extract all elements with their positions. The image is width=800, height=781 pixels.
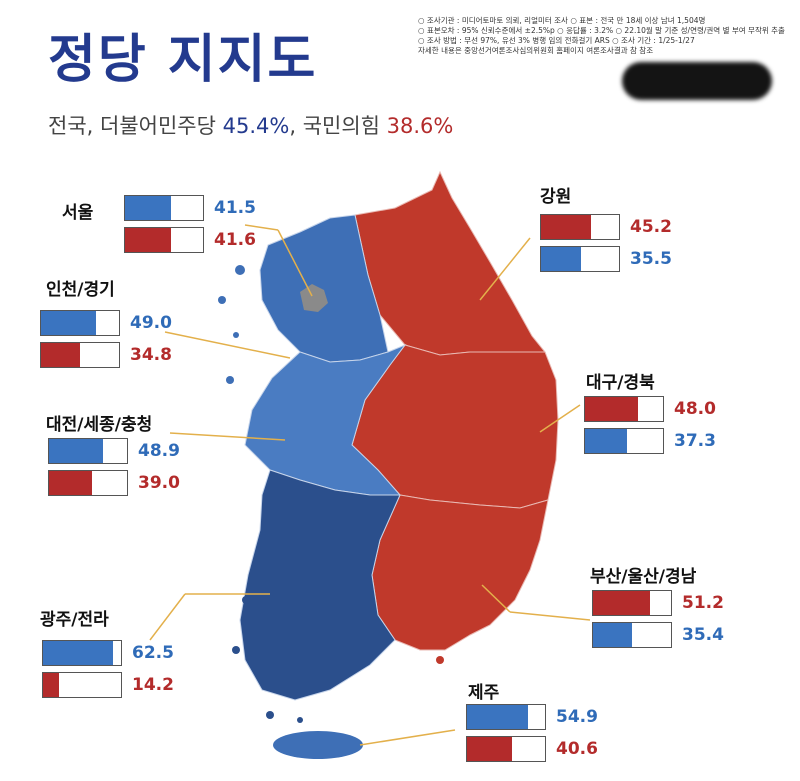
region-label-daegu: 대구/경북 xyxy=(586,373,655,393)
bar-fill-gwangju-blue xyxy=(43,641,113,665)
bar-fill-daegu-red xyxy=(585,397,639,421)
bar-jeju-blue xyxy=(466,704,546,730)
bar-incheon-red xyxy=(40,342,120,368)
bar-busan-blue xyxy=(592,622,672,648)
bar-seoul-red xyxy=(124,227,204,253)
region-label-daejeon: 대전/세종/충청 xyxy=(46,415,153,435)
note-line: ○ 조사 방법 : 무선 97%, 유선 3% 병행 임의 전화걸기 ARS ○… xyxy=(418,36,695,45)
bar-fill-incheon-blue xyxy=(41,311,96,335)
region-label-incheon: 인천/경기 xyxy=(46,280,115,300)
value-label-jeju-red: 40.6 xyxy=(556,739,598,759)
bar-gwangju-blue xyxy=(42,640,122,666)
bar-gwangju-red xyxy=(42,672,122,698)
bar-fill-busan-red xyxy=(593,591,651,615)
value-label-gwangju-red: 14.2 xyxy=(132,675,174,695)
bar-fill-seoul-blue xyxy=(125,196,172,220)
region-label-gangwon: 강원 xyxy=(540,187,572,207)
note-line: ○ 조사기관 : 미디어토마토 의뢰, 리얼미터 조사 ○ 표본 : 전국 만 … xyxy=(418,16,706,25)
value-label-incheon-red: 34.8 xyxy=(130,345,172,365)
redacted-logo xyxy=(622,62,772,100)
value-label-seoul-red: 41.6 xyxy=(214,230,256,250)
page-title: 정당 지지도 xyxy=(48,30,318,90)
party-a-pct: 45.4% xyxy=(222,114,290,138)
value-label-daejeon-blue: 48.9 xyxy=(138,441,180,461)
map-jeolla xyxy=(239,469,401,701)
party-a-name: 더불어민주당 xyxy=(100,114,216,138)
bar-fill-daegu-blue xyxy=(585,429,627,453)
summary-sep: , xyxy=(289,114,303,138)
value-label-incheon-blue: 49.0 xyxy=(130,313,172,333)
bar-incheon-blue xyxy=(40,310,120,336)
summary-prefix: 전국, xyxy=(48,114,100,138)
value-label-gangwon-red: 45.2 xyxy=(630,217,672,237)
value-label-daegu-red: 48.0 xyxy=(674,399,716,419)
bar-daegu-red xyxy=(584,396,664,422)
bar-fill-busan-blue xyxy=(593,623,633,647)
bar-fill-jeju-red xyxy=(467,737,513,761)
bar-fill-jeju-blue xyxy=(467,705,529,729)
bar-daejeon-red xyxy=(48,470,128,496)
value-label-daejeon-red: 39.0 xyxy=(138,473,180,493)
bar-jeju-red xyxy=(466,736,546,762)
map-gangwon xyxy=(354,170,547,356)
value-label-jeju-blue: 54.9 xyxy=(556,707,598,727)
bar-busan-red xyxy=(592,590,672,616)
value-label-gwangju-blue: 62.5 xyxy=(132,643,174,663)
bar-gangwon-red xyxy=(540,214,620,240)
bar-fill-gangwon-red xyxy=(541,215,592,239)
value-label-busan-blue: 35.4 xyxy=(682,625,724,645)
bar-daejeon-blue xyxy=(48,438,128,464)
region-label-jeju: 제주 xyxy=(468,683,500,703)
map-seoul xyxy=(300,284,328,312)
bar-gangwon-blue xyxy=(540,246,620,272)
bar-fill-daejeon-blue xyxy=(49,439,104,463)
map-jeju xyxy=(273,731,363,759)
bar-fill-seoul-red xyxy=(125,228,172,252)
bar-daegu-blue xyxy=(584,428,664,454)
map-chungcheong xyxy=(244,343,407,496)
note-line: ○ 표본오차 : 95% 신뢰수준에서 ±2.5%p ○ 응답률 : 3.2% … xyxy=(418,26,785,35)
value-label-gangwon-blue: 35.5 xyxy=(630,249,672,269)
bar-fill-incheon-red xyxy=(41,343,80,367)
map-gyeongnam xyxy=(371,494,549,651)
note-line: 자세한 내용은 중앙선거여론조사심의위원회 홈페이지 여론조사결과 참 참조 xyxy=(418,46,654,55)
leader-lines xyxy=(149,224,591,746)
value-label-seoul-blue: 41.5 xyxy=(214,198,256,218)
party-b-pct: 38.6% xyxy=(386,114,454,138)
value-label-daegu-blue: 37.3 xyxy=(674,431,716,451)
bar-seoul-blue xyxy=(124,195,204,221)
bar-fill-gangwon-blue xyxy=(541,247,581,271)
region-label-gwangju: 광주/전라 xyxy=(40,610,109,630)
party-b-name: 국민의힘 xyxy=(302,114,380,138)
region-label-busan: 부산/울산/경남 xyxy=(590,567,697,587)
value-label-busan-red: 51.2 xyxy=(682,593,724,613)
bar-fill-daejeon-red xyxy=(49,471,93,495)
bar-fill-gwangju-red xyxy=(43,673,59,697)
survey-notes: ○ 조사기관 : 미디어토마토 의뢰, 리얼미터 조사 ○ 표본 : 전국 만 … xyxy=(418,16,798,56)
region-label-seoul: 서울 xyxy=(62,203,94,223)
national-summary: 전국, 더불어민주당 45.4%, 국민의힘 38.6% xyxy=(48,110,453,140)
